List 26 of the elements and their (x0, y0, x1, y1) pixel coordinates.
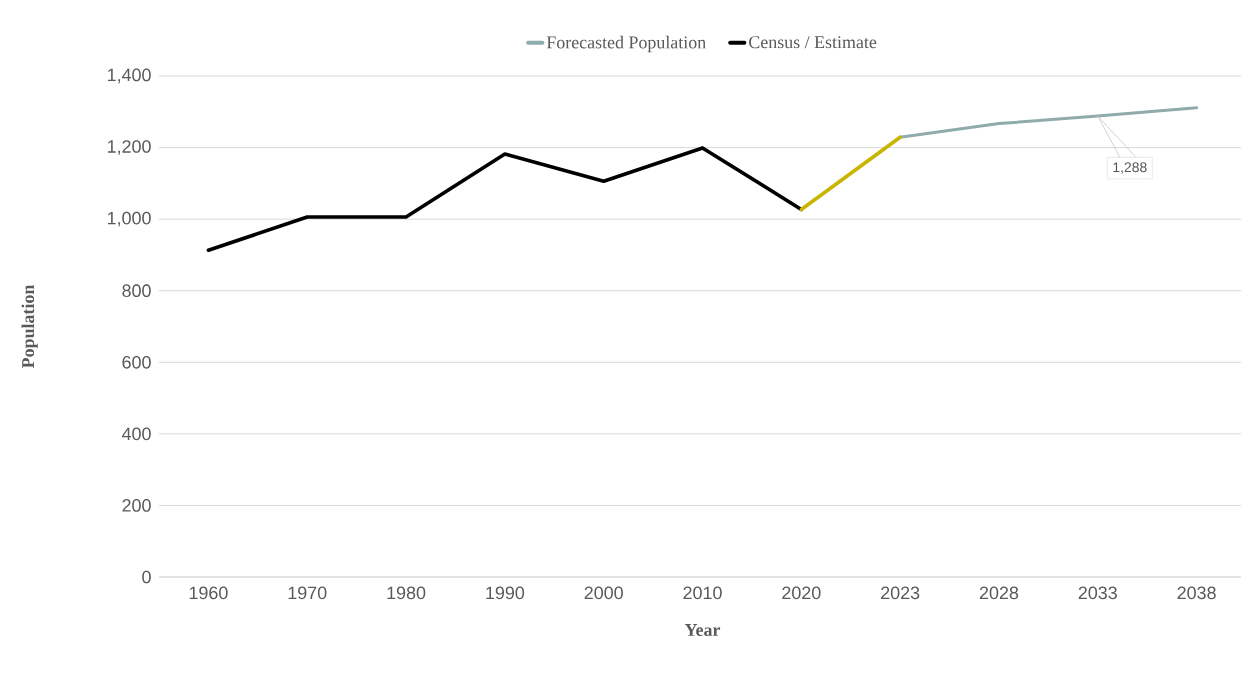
legend-label: Census / Estimate (749, 36, 877, 49)
x-tick-label: 2000 (584, 586, 623, 600)
x-tick-label: 2020 (782, 586, 821, 600)
line-series (898, 106, 1199, 139)
x-tick-label: 2028 (979, 586, 1019, 600)
y-tick-label: 1,400 (107, 68, 151, 84)
x-tick-label: 1960 (189, 586, 228, 600)
y-axis-title: Population (21, 284, 38, 369)
x-tick-label: 2038 (1177, 586, 1216, 600)
y-tick-label: 600 (122, 355, 151, 369)
line-series (206, 146, 804, 253)
x-tick-label: 2010 (683, 586, 722, 600)
annotation: 1,288 (1113, 162, 1147, 174)
x-axis-title: Year (684, 624, 721, 636)
x-tick-label: 1980 (387, 586, 426, 600)
y-tick-label: 200 (122, 499, 151, 512)
y-tick-label: 1,000 (107, 211, 151, 227)
y-tick-label: 800 (122, 284, 151, 298)
x-tick-label: 1970 (288, 586, 327, 600)
legend-label: Forecasted Population (546, 35, 706, 53)
x-tick-label: 1990 (486, 586, 525, 600)
x-tick-label: 2033 (1078, 586, 1117, 600)
y-tick-label: 1,200 (107, 140, 151, 155)
y-tick-label: 400 (121, 427, 151, 441)
y-tick-label: 0 (142, 570, 151, 584)
x-tick-label: 2023 (881, 586, 920, 600)
